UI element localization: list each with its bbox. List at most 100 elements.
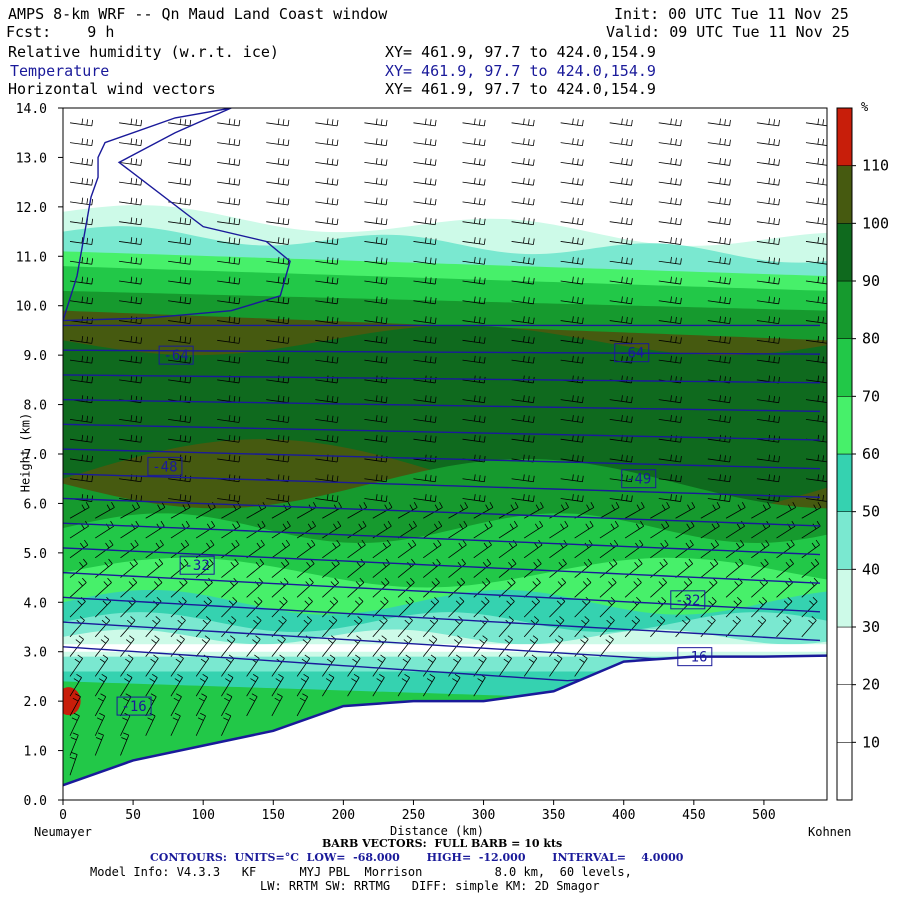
wind-barb bbox=[751, 539, 770, 559]
wind-barb bbox=[658, 335, 682, 344]
colorbar-swatch bbox=[836, 280, 853, 339]
wind-barb bbox=[364, 217, 388, 226]
wind-barb bbox=[94, 732, 104, 756]
wind-barb bbox=[560, 454, 584, 463]
wind-barb bbox=[266, 316, 290, 325]
wind-barb bbox=[221, 674, 234, 697]
wind-barb bbox=[221, 635, 236, 657]
terrain-line bbox=[63, 654, 827, 787]
wind-barb bbox=[315, 217, 339, 226]
wind-barb bbox=[315, 256, 339, 265]
wind-barb bbox=[217, 296, 241, 305]
wind-barb bbox=[511, 474, 535, 483]
wind-barb bbox=[462, 197, 486, 206]
wind-barb bbox=[511, 415, 535, 423]
wind-barb bbox=[145, 539, 164, 559]
wind-barb bbox=[523, 577, 541, 598]
wind-barb bbox=[364, 355, 388, 364]
wind-barb bbox=[372, 539, 391, 559]
contour-label: -64 bbox=[163, 348, 188, 364]
wind-barb bbox=[347, 596, 364, 618]
wind-barb bbox=[700, 539, 720, 559]
wind-barb bbox=[217, 237, 241, 245]
wind-barb bbox=[170, 674, 183, 697]
wind-barb bbox=[560, 158, 584, 166]
contour-label-box bbox=[614, 343, 650, 363]
y-tick-label: 3.0 bbox=[24, 646, 47, 661]
wind-barb bbox=[119, 415, 143, 423]
wind-barb bbox=[271, 616, 287, 638]
colorbar-label: 50 bbox=[862, 503, 880, 521]
wind-barb bbox=[549, 654, 563, 677]
wind-barb bbox=[315, 316, 339, 325]
wind-barb bbox=[658, 138, 682, 147]
wind-barb bbox=[707, 474, 731, 483]
wind-barb bbox=[756, 415, 780, 423]
wind-barb bbox=[168, 355, 192, 364]
plot-area bbox=[63, 108, 827, 800]
wind-barb bbox=[751, 502, 771, 519]
contour-label: -49 bbox=[626, 472, 651, 488]
wind-barb bbox=[448, 520, 468, 539]
wind-barb bbox=[315, 434, 339, 443]
wind-barb bbox=[413, 256, 437, 265]
wind-barb bbox=[805, 237, 827, 245]
wind-barb bbox=[69, 237, 94, 245]
wind-barb bbox=[413, 118, 437, 127]
wind-barb bbox=[69, 375, 94, 384]
wind-barb bbox=[658, 217, 682, 226]
wind-barb bbox=[296, 596, 313, 618]
temperature-contour bbox=[63, 398, 821, 413]
wind-barb bbox=[94, 558, 113, 578]
wind-barb bbox=[95, 502, 115, 519]
wind-barb bbox=[315, 335, 339, 344]
wind-barb bbox=[609, 474, 633, 483]
wind-barb bbox=[195, 712, 206, 736]
wind-barb bbox=[805, 158, 827, 166]
wind-barb bbox=[574, 616, 590, 638]
wind-barb bbox=[397, 635, 412, 657]
wind-barb bbox=[756, 237, 780, 245]
wind-barb bbox=[498, 520, 518, 539]
wind-barb bbox=[296, 674, 310, 697]
wind-barb bbox=[119, 118, 143, 127]
wind-barb bbox=[511, 177, 535, 186]
wind-barb bbox=[560, 474, 584, 483]
x-tick-label: 200 bbox=[332, 808, 355, 823]
wind-barb bbox=[69, 732, 79, 756]
wind-barb bbox=[658, 237, 682, 245]
wind-barb bbox=[609, 494, 633, 502]
wind-barb bbox=[364, 237, 388, 245]
wind-barb bbox=[168, 415, 192, 423]
wind-barb bbox=[658, 256, 682, 265]
x-tick-label: 400 bbox=[612, 808, 635, 823]
wind-barb bbox=[776, 558, 794, 578]
wind-barb bbox=[413, 375, 437, 384]
wind-barb bbox=[801, 616, 817, 638]
y-tick-label: 1.0 bbox=[24, 745, 47, 760]
wind-barb bbox=[524, 502, 544, 519]
wind-barb bbox=[119, 217, 143, 226]
wind-barb bbox=[397, 654, 411, 677]
wind-barb bbox=[120, 654, 134, 677]
wind-barb bbox=[523, 635, 539, 657]
wind-barb bbox=[266, 158, 290, 166]
wind-barb bbox=[168, 375, 192, 384]
x-tick-label: 100 bbox=[191, 808, 214, 823]
x-tick-label: 150 bbox=[262, 808, 285, 823]
wind-barb bbox=[707, 217, 731, 226]
wind-barb bbox=[549, 616, 565, 638]
x-tick-label: 350 bbox=[542, 808, 565, 823]
wind-barb bbox=[364, 138, 388, 147]
wind-barb bbox=[69, 158, 94, 166]
wind-barb bbox=[560, 494, 584, 502]
wind-barb bbox=[221, 596, 238, 618]
wind-barb bbox=[751, 558, 769, 578]
wind-barb bbox=[462, 335, 486, 344]
wind-barb bbox=[69, 494, 94, 502]
wind-barb bbox=[364, 454, 388, 463]
wind-barb bbox=[511, 395, 535, 404]
wind-barb bbox=[498, 635, 513, 657]
contour-label: -48 bbox=[152, 459, 177, 475]
wind-barb bbox=[413, 197, 437, 206]
